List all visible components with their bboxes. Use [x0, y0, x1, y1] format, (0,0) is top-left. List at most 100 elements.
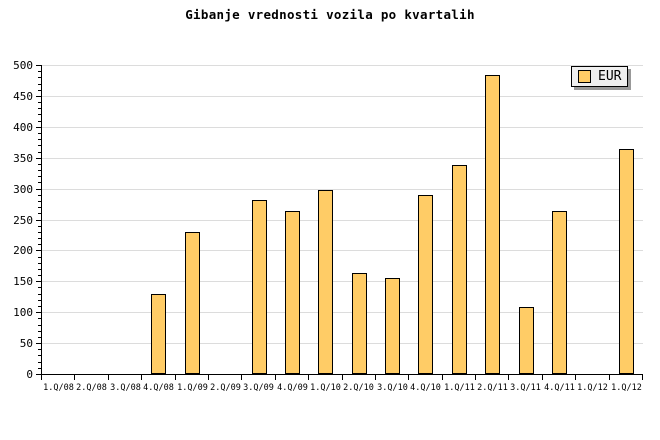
x-tick	[342, 375, 343, 380]
x-tick	[375, 375, 376, 380]
bar	[318, 190, 333, 374]
y-tick	[36, 220, 41, 221]
x-tick-label: 2.Q/11	[477, 383, 508, 393]
y-minor-tick	[38, 331, 41, 332]
y-minor-tick	[38, 244, 41, 245]
chart-title: Gibanje vrednosti vozila po kvartalih	[185, 7, 475, 22]
y-minor-tick	[38, 170, 41, 171]
x-tick	[308, 375, 309, 380]
y-minor-tick	[38, 349, 41, 350]
y-minor-tick	[38, 257, 41, 258]
y-tick	[36, 189, 41, 190]
gridline	[42, 127, 643, 128]
y-minor-tick	[38, 121, 41, 122]
gridline	[42, 65, 643, 66]
gridline	[42, 281, 643, 282]
y-tick	[36, 374, 41, 375]
x-tick	[175, 375, 176, 380]
x-tick-label: 2.Q/09	[210, 383, 241, 393]
y-tick	[36, 158, 41, 159]
x-tick	[141, 375, 142, 380]
bar	[418, 195, 433, 374]
y-tick	[36, 343, 41, 344]
y-minor-tick	[38, 176, 41, 177]
y-tick-label: 100	[13, 306, 33, 319]
x-tick	[74, 375, 75, 380]
x-tick	[609, 375, 610, 380]
x-tick-label: 1.Q/11	[444, 383, 475, 393]
y-minor-tick	[38, 232, 41, 233]
gridline	[42, 343, 643, 344]
y-minor-tick	[38, 355, 41, 356]
x-tick	[542, 375, 543, 380]
x-tick-label: 1.Q/12	[611, 383, 642, 393]
legend-series-label: EUR	[598, 69, 622, 84]
y-tick	[36, 312, 41, 313]
x-tick	[41, 375, 42, 380]
bar	[552, 211, 567, 374]
bar	[352, 273, 367, 374]
gridline	[42, 220, 643, 221]
y-tick-label: 250	[13, 214, 33, 227]
y-minor-tick	[38, 325, 41, 326]
x-tick	[442, 375, 443, 380]
y-tick-label: 50	[19, 337, 33, 350]
bar	[619, 149, 634, 374]
y-minor-tick	[38, 362, 41, 363]
y-tick-label: 500	[13, 59, 33, 72]
bar	[185, 232, 200, 374]
x-tick-label: 3.Q/09	[243, 383, 274, 393]
gridline	[42, 96, 643, 97]
x-tick-label: 1.Q/10	[310, 383, 341, 393]
y-tick	[36, 96, 41, 97]
x-tick-label: 3.Q/10	[377, 383, 408, 393]
x-tick-label: 3.Q/08	[110, 383, 141, 393]
y-minor-tick	[38, 102, 41, 103]
y-minor-tick	[38, 213, 41, 214]
y-tick-label: 150	[13, 275, 33, 288]
x-tick	[108, 375, 109, 380]
y-minor-tick	[38, 287, 41, 288]
y-minor-tick	[38, 300, 41, 301]
y-tick-label: 0	[26, 368, 33, 381]
x-tick	[241, 375, 242, 380]
x-tick-label: 2.Q/08	[76, 383, 107, 393]
y-tick	[36, 281, 41, 282]
y-minor-tick	[38, 226, 41, 227]
y-minor-tick	[38, 90, 41, 91]
legend-color-swatch-icon	[578, 70, 591, 83]
y-tick-label: 200	[13, 244, 33, 257]
y-minor-tick	[38, 238, 41, 239]
x-tick-label: 1.Q/08	[43, 383, 74, 393]
gridline	[42, 250, 643, 251]
bar	[151, 294, 166, 374]
y-minor-tick	[38, 182, 41, 183]
y-minor-tick	[38, 139, 41, 140]
x-tick	[275, 375, 276, 380]
y-minor-tick	[38, 275, 41, 276]
y-tick-label: 300	[13, 183, 33, 196]
y-minor-tick	[38, 114, 41, 115]
y-minor-tick	[38, 164, 41, 165]
y-minor-tick	[38, 318, 41, 319]
y-minor-tick	[38, 152, 41, 153]
y-minor-tick	[38, 145, 41, 146]
y-axis-line	[41, 65, 42, 375]
y-minor-tick	[38, 77, 41, 78]
legend: EUR	[571, 66, 629, 87]
bar	[252, 200, 267, 374]
y-tick-label: 400	[13, 121, 33, 134]
y-minor-tick	[38, 108, 41, 109]
y-minor-tick	[38, 269, 41, 270]
bar	[485, 75, 500, 374]
gridline	[42, 189, 643, 190]
x-tick	[475, 375, 476, 380]
y-minor-tick	[38, 195, 41, 196]
y-tick-label: 450	[13, 90, 33, 103]
bar	[385, 278, 400, 374]
x-axis-line	[41, 374, 643, 375]
bar	[519, 307, 534, 374]
y-tick	[36, 65, 41, 66]
x-tick-label: 2.Q/10	[343, 383, 374, 393]
y-minor-tick	[38, 306, 41, 307]
